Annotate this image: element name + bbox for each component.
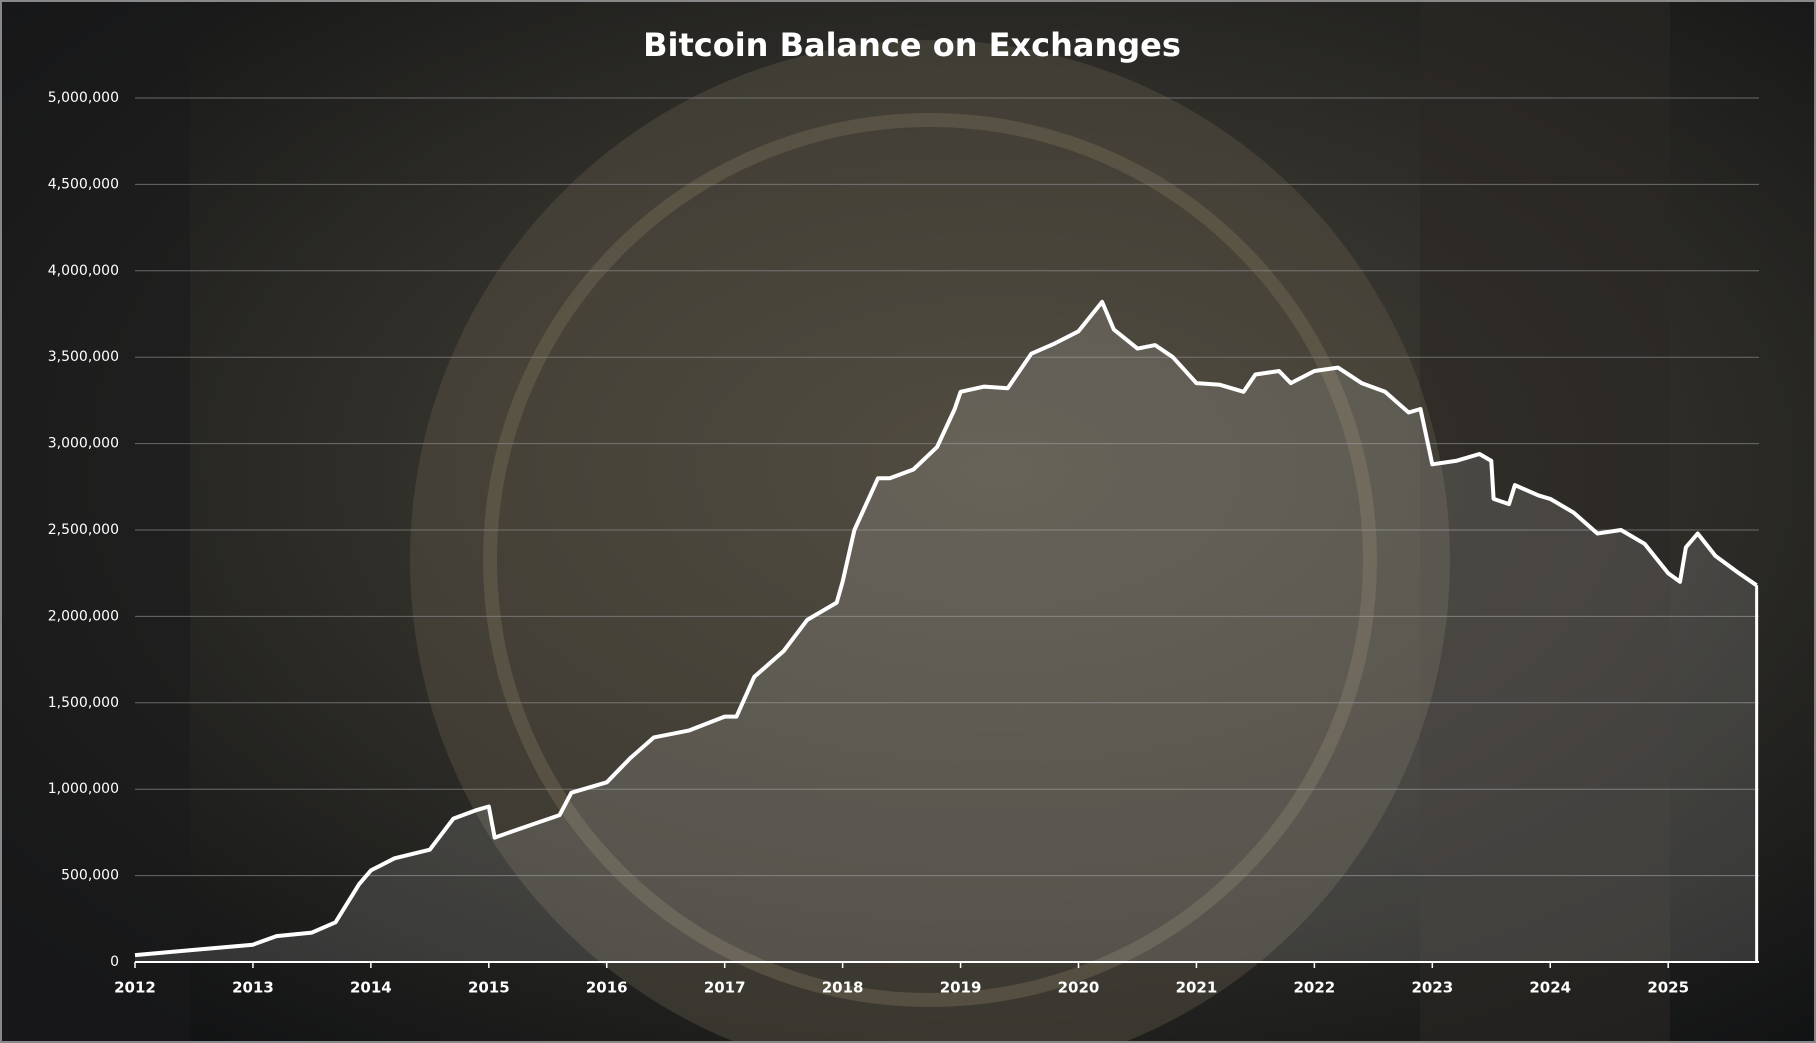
y-tick-label: 1,500,000 xyxy=(48,695,119,711)
pillar xyxy=(0,0,190,1043)
y-tick-label: 4,000,000 xyxy=(48,263,119,279)
x-tick-label: 2015 xyxy=(468,979,510,997)
x-tick-label: 2017 xyxy=(704,979,746,997)
x-tick-label: 2019 xyxy=(940,979,982,997)
y-tick-label: 500,000 xyxy=(61,868,119,884)
x-tick-label: 2021 xyxy=(1176,979,1218,997)
x-tick-label: 2013 xyxy=(232,979,274,997)
chart-title: Bitcoin Balance on Exchanges xyxy=(643,26,1181,64)
pillar xyxy=(1420,0,1670,1043)
area xyxy=(135,301,1757,962)
y-tick-label: 2,500,000 xyxy=(48,522,119,538)
x-tick-label: 2025 xyxy=(1647,979,1689,997)
x-tick-label: 2024 xyxy=(1529,979,1571,997)
y-tick-label: 1,000,000 xyxy=(48,781,119,797)
x-tick-label: 2018 xyxy=(822,979,864,997)
coin-rim xyxy=(483,113,1377,1007)
x-tick-label: 2023 xyxy=(1411,979,1453,997)
y-tick-label: 3,500,000 xyxy=(48,349,119,365)
y-tick-label: 5,000,000 xyxy=(48,90,119,106)
y-tick-label: 3,000,000 xyxy=(48,436,119,452)
line xyxy=(134,299,1758,958)
y-tick-label: 0 xyxy=(110,954,119,970)
x-tick-label: 2020 xyxy=(1058,979,1100,997)
y-tick-label: 2,000,000 xyxy=(48,608,119,624)
x-tick-label: 2012 xyxy=(114,979,156,997)
coin xyxy=(410,40,1450,1043)
x-tick-label: 2016 xyxy=(586,979,628,997)
x-tick-label: 2014 xyxy=(350,979,392,997)
x-tick-label: 2022 xyxy=(1294,979,1336,997)
y-tick-label: 4,500,000 xyxy=(48,176,119,192)
